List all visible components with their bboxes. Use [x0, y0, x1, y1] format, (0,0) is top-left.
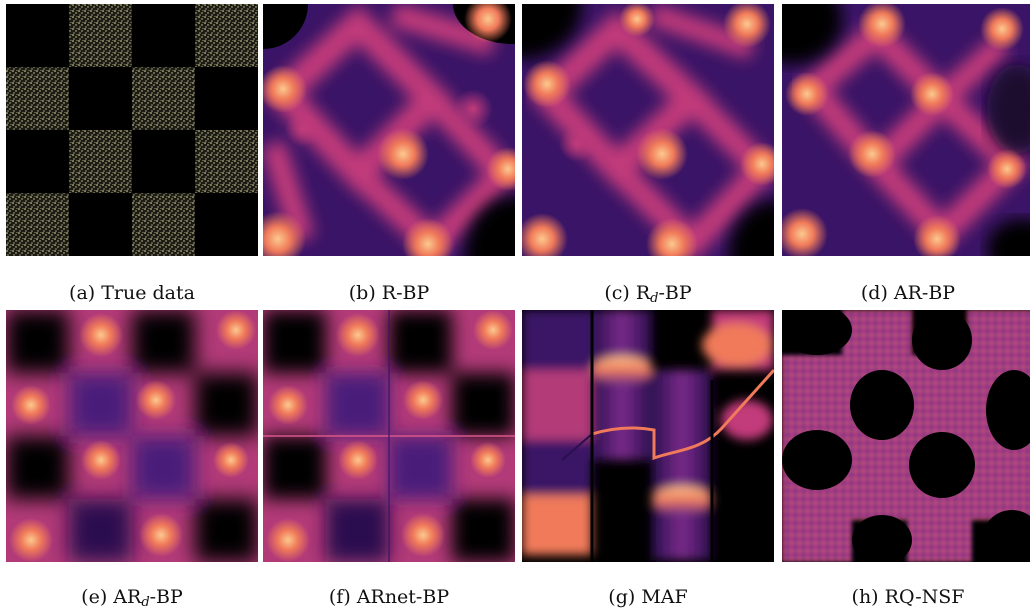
- caption-b-text: (b) R-BP: [348, 282, 430, 304]
- caption-e-suffix: -BP: [149, 586, 183, 608]
- panel-arnet-bp: [263, 310, 515, 562]
- caption-e-text: (e) AR: [81, 586, 142, 608]
- caption-g-text: (g) MAF: [608, 586, 688, 608]
- caption-a-text: (a) True data: [69, 282, 195, 304]
- caption-c-text: (c) R: [604, 282, 651, 304]
- caption-c-suffix: -BP: [658, 282, 692, 304]
- panel-rd-bp: [522, 4, 774, 256]
- panel-r-bp: [263, 4, 515, 256]
- caption-a: (a) True data: [6, 282, 258, 304]
- panel-maf: [522, 310, 774, 562]
- caption-c: (c) Rd-BP: [522, 282, 774, 306]
- density-arnet-bp: [263, 310, 515, 562]
- caption-b: (b) R-BP: [263, 282, 515, 304]
- true-data-checkerboard: [6, 4, 258, 256]
- density-ard-bp: [6, 310, 258, 562]
- density-rq-nsf: [782, 310, 1030, 562]
- density-maf: [522, 310, 774, 562]
- caption-f: (f) ARnet-BP: [263, 586, 515, 608]
- density-ar-bp: [782, 4, 1030, 256]
- caption-h: (h) RQ-NSF: [782, 586, 1030, 608]
- caption-c-subscript: d: [650, 291, 659, 306]
- panel-true-data: [6, 4, 258, 256]
- caption-d: (d) AR-BP: [782, 282, 1030, 304]
- caption-e: (e) ARd-BP: [6, 586, 258, 610]
- caption-e-subscript: d: [141, 595, 150, 610]
- caption-g: (g) MAF: [522, 586, 774, 608]
- caption-h-text: (h) RQ-NSF: [851, 586, 965, 608]
- caption-f-text: (f) ARnet-BP: [328, 586, 450, 608]
- density-r-bp: [263, 4, 515, 256]
- panel-ard-bp: [6, 310, 258, 562]
- caption-d-text: (d) AR-BP: [860, 282, 956, 304]
- panel-rq-nsf: [782, 310, 1030, 562]
- panel-ar-bp: [782, 4, 1030, 256]
- density-rd-bp: [522, 4, 774, 256]
